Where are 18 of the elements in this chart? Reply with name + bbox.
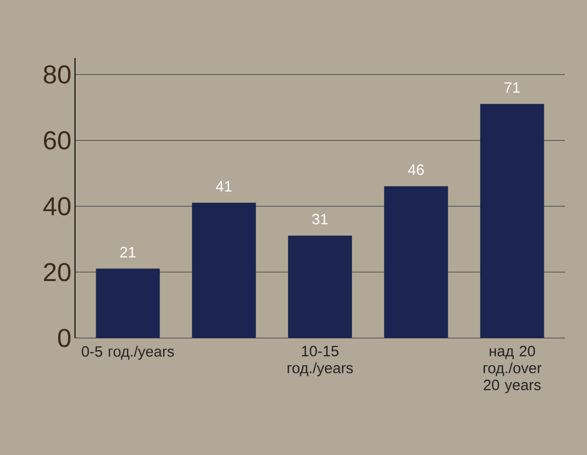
y-tick-label: 40 (43, 197, 70, 216)
x-tick-label: 0-5 год./years (82, 346, 174, 360)
bar (384, 186, 448, 338)
data-label: 21 (120, 246, 136, 258)
y-tick-label: 0 (58, 328, 70, 348)
data-label: 31 (312, 214, 328, 224)
data-label: 46 (408, 164, 424, 175)
data-label: 41 (216, 181, 232, 192)
y-tick-label: 20 (44, 262, 70, 282)
bar (480, 104, 544, 338)
bar (288, 236, 352, 338)
bar (96, 268, 160, 338)
data-label: 71 (504, 82, 520, 93)
y-tick-label: 60 (44, 131, 70, 150)
x-tick-label: 10-15 год./years (288, 346, 353, 376)
y-tick-label: 80 (44, 65, 70, 84)
bar (192, 202, 256, 338)
x-tick-label: над 20 год./over 20 years (484, 346, 542, 394)
